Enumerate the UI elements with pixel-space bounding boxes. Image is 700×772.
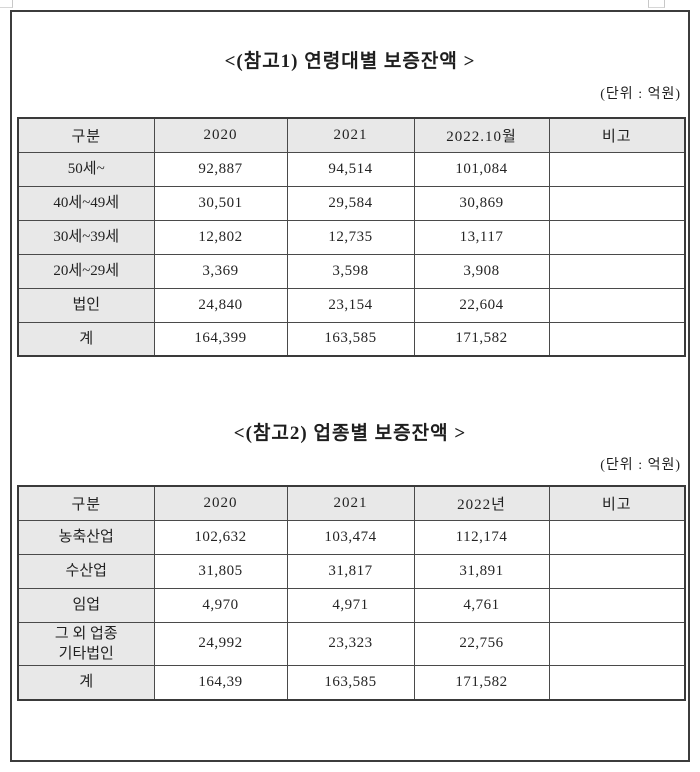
cell-value: 3,369 <box>153 253 288 289</box>
column-header: 비고 <box>548 117 686 153</box>
cell-value: 3,908 <box>413 253 550 289</box>
table1-title: <(참고1) 연령대별 보증잔액 > <box>224 51 476 72</box>
table2-title: <(참고2) 업종별 보증잔액 > <box>233 423 467 444</box>
cell-value <box>548 151 686 187</box>
cell-value: 22,604 <box>413 287 550 323</box>
cell-value <box>548 185 686 221</box>
header-row: 구분 2020 2021 2022년 비고 <box>17 485 686 521</box>
row-label: 임업 <box>17 587 155 623</box>
cell-value <box>548 621 686 666</box>
cell-value: 3,598 <box>286 253 415 289</box>
industry-guarantee-table: 구분 2020 2021 2022년 비고 농축산업 102,632 103,474 112,… <box>17 485 686 701</box>
cell-value <box>548 219 686 255</box>
cell-value: 101,084 <box>413 151 550 187</box>
cell-value: 13,117 <box>413 219 550 255</box>
table-row: 20세~29세 3,369 3,598 3,908 <box>17 253 686 289</box>
cell-value: 102,632 <box>153 519 288 555</box>
table-row: 법인 24,840 23,154 22,604 <box>17 287 686 323</box>
age-group-guarantee-table: 구분 2020 2021 2022.10월 비고 50세~ 92,887 94,514 101… <box>17 117 686 357</box>
row-label: 계 <box>17 321 155 357</box>
cell-value: 30,869 <box>413 185 550 221</box>
table-row: 임업 4,970 4,971 4,761 <box>17 587 686 623</box>
table-row: 50세~ 92,887 94,514 101,084 <box>17 151 686 187</box>
column-header: 2021 <box>286 117 415 153</box>
cell-value <box>548 321 686 357</box>
row-label: 수산업 <box>17 553 155 589</box>
row-label: 그 외 업종 기타법인 <box>17 621 155 666</box>
cell-value: 22,756 <box>413 621 550 666</box>
cell-value: 31,891 <box>413 553 550 589</box>
cell-value <box>548 665 686 700</box>
scan-artifact-top-right <box>648 0 665 8</box>
column-header: 구분 <box>17 485 155 521</box>
cell-value: 23,323 <box>286 621 415 666</box>
cell-value: 164,39 <box>153 665 288 700</box>
cell-value: 103,474 <box>286 519 415 555</box>
table-row: 계 164,39 163,585 171,582 <box>17 665 686 700</box>
cell-value: 24,840 <box>153 287 288 323</box>
row-label: 50세~ <box>17 151 155 187</box>
header-row: 구분 2020 2021 2022.10월 비고 <box>17 117 686 153</box>
table-row: 40세~49세 30,501 29,584 30,869 <box>17 185 686 221</box>
table-row: 그 외 업종 기타법인 24,992 23,323 22,756 <box>17 621 686 666</box>
row-label: 법인 <box>17 287 155 323</box>
cell-value: 31,817 <box>286 553 415 589</box>
cell-value: 24,992 <box>153 621 288 666</box>
cell-value: 163,585 <box>286 665 415 700</box>
row-label: 40세~49세 <box>17 185 155 221</box>
row-label: 20세~29세 <box>17 253 155 289</box>
cell-value: 112,174 <box>413 519 550 555</box>
cell-value: 31,805 <box>153 553 288 589</box>
cell-value: 171,582 <box>413 665 550 700</box>
cell-value: 164,399 <box>153 321 288 357</box>
table2-unit-note: (단위 : 억원) <box>600 458 681 473</box>
cell-value: 92,887 <box>153 151 288 187</box>
column-header: 2022.10월 <box>413 117 550 153</box>
cell-value: 29,584 <box>286 185 415 221</box>
cell-value <box>548 287 686 323</box>
cell-value: 4,970 <box>153 587 288 623</box>
cell-value <box>548 587 686 623</box>
cell-value: 4,971 <box>286 587 415 623</box>
scan-artifact-top-left <box>0 0 13 8</box>
cell-value: 12,802 <box>153 219 288 255</box>
row-label: 30세~39세 <box>17 219 155 255</box>
table1-unit-note: (단위 : 억원) <box>600 87 681 102</box>
table-row: 30세~39세 12,802 12,735 13,117 <box>17 219 686 255</box>
table-row: 계 164,399 163,585 171,582 <box>17 321 686 357</box>
column-header: 2020 <box>153 117 288 153</box>
cell-value: 12,735 <box>286 219 415 255</box>
cell-value <box>548 519 686 555</box>
cell-value: 94,514 <box>286 151 415 187</box>
cell-value: 4,761 <box>413 587 550 623</box>
column-header: 비고 <box>548 485 686 521</box>
table-row: 농축산업 102,632 103,474 112,174 <box>17 519 686 555</box>
column-header: 2020 <box>153 485 288 521</box>
row-label: 계 <box>17 665 155 700</box>
cell-value: 171,582 <box>413 321 550 357</box>
column-header: 구분 <box>17 117 155 153</box>
table-row: 수산업 31,805 31,817 31,891 <box>17 553 686 589</box>
cell-value: 30,501 <box>153 185 288 221</box>
column-header: 2022년 <box>413 485 550 521</box>
cell-value: 23,154 <box>286 287 415 323</box>
cell-value <box>548 253 686 289</box>
cell-value <box>548 553 686 589</box>
cell-value: 163,585 <box>286 321 415 357</box>
row-label: 농축산업 <box>17 519 155 555</box>
column-header: 2021 <box>286 485 415 521</box>
